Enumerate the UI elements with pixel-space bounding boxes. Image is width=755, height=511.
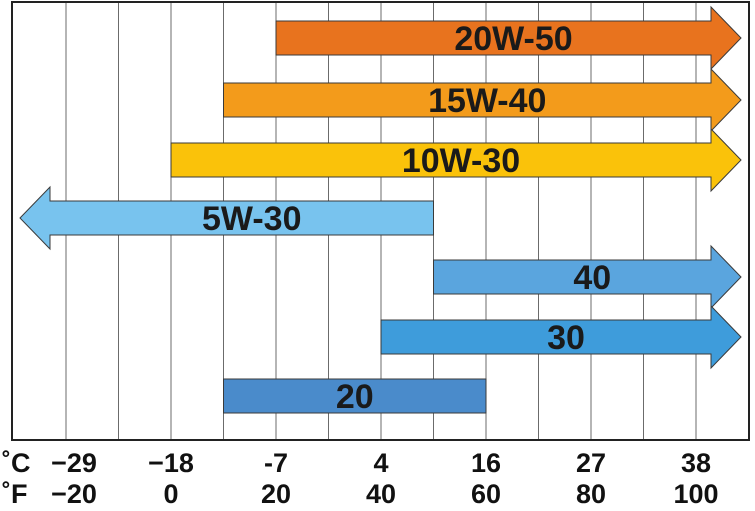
x-tick-label-f: 100 xyxy=(673,479,718,509)
x-tick-label-f: 80 xyxy=(576,479,606,509)
bar-20 xyxy=(223,378,487,414)
bar-label-20w-50: 20W-50 xyxy=(454,20,572,58)
x-tick-label-f: 40 xyxy=(366,479,396,509)
x-tick-label-f: 20 xyxy=(261,479,291,509)
celsius-scale-label: ˚C xyxy=(2,448,31,478)
bar-10w-30 xyxy=(170,127,742,193)
x-tick-label-c: 16 xyxy=(471,448,501,478)
x-tick-label-c: 38 xyxy=(681,448,711,478)
bar-label-30: 30 xyxy=(547,319,585,357)
bar-label-5w-30: 5W-30 xyxy=(202,200,301,238)
x-tick-label-f: −20 xyxy=(51,479,97,509)
x-tick-label-c: -7 xyxy=(264,448,288,478)
x-tick-label-f: 0 xyxy=(163,479,178,509)
plot-frame xyxy=(11,1,750,441)
x-tick-label-c: −29 xyxy=(51,448,97,478)
bar-15w-40 xyxy=(223,67,742,133)
x-tick-label-c: −18 xyxy=(148,448,194,478)
fahrenheit-scale-label: ˚F xyxy=(2,479,27,509)
x-tick-label-f: 60 xyxy=(471,479,501,509)
bar-30 xyxy=(380,304,742,370)
bar-label-10w-30: 10W-30 xyxy=(402,142,520,180)
x-tick-label-c: 4 xyxy=(373,448,388,478)
x-tick-label-c: 27 xyxy=(576,448,606,478)
bar-40 xyxy=(433,244,742,310)
bar-label-20: 20 xyxy=(336,378,374,416)
bar-label-40: 40 xyxy=(573,259,611,297)
bar-5w-30 xyxy=(19,185,434,251)
bar-20w-50 xyxy=(275,5,742,71)
bar-label-15w-40: 15W-40 xyxy=(428,82,546,120)
